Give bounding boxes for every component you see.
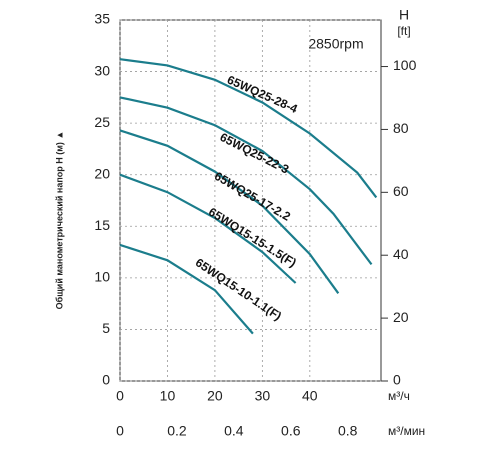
x-label: м³/ч — [388, 389, 410, 403]
x2-tick-label: 0.2 — [167, 423, 187, 439]
x-tick-label: 30 — [255, 388, 271, 404]
y2-tick-label: 80 — [393, 120, 409, 136]
y2-tick-label: 20 — [393, 309, 409, 325]
x2-label: м³/мин — [388, 424, 425, 438]
y2-unit: [ft] — [397, 24, 410, 38]
x-tick-label: 40 — [302, 388, 318, 404]
y2-tick-label: 40 — [393, 246, 409, 262]
curve — [119, 243, 254, 335]
x2-tick-label: 0 — [116, 423, 124, 439]
y-tick-label: 15 — [94, 217, 110, 233]
annotation: 2850rpm — [308, 36, 363, 52]
curve-label: 65WQ25-22-3 — [218, 130, 292, 177]
y-tick-label: 20 — [94, 165, 110, 181]
y-tick-label: 35 — [94, 11, 110, 27]
y2-tick-label: 60 — [393, 183, 409, 199]
x-tick-label: 10 — [160, 388, 176, 404]
y2-tick-label: 0 — [393, 372, 401, 388]
y-tick-label: 5 — [102, 320, 110, 336]
y2-tick-label: 100 — [393, 57, 417, 73]
curve — [119, 58, 378, 199]
x2-tick-label: 0.4 — [224, 423, 244, 439]
x2-tick-label: 0.8 — [338, 423, 358, 439]
curve-label: 65WQ25-28-4 — [225, 73, 300, 117]
y-label: Общий манометрический напор H (м) ▲ — [54, 131, 64, 310]
x-tick-label: 0 — [116, 388, 124, 404]
y-tick-label: 30 — [94, 62, 110, 78]
x2-tick-label: 0.6 — [281, 423, 301, 439]
curve — [119, 173, 297, 284]
curve — [119, 96, 373, 266]
y-tick-label: 0 — [102, 372, 110, 388]
curve-label: 65WQ15-10-1.1(F) — [193, 255, 284, 323]
y2-label: H — [399, 7, 409, 23]
y-tick-label: 25 — [94, 114, 110, 130]
curve — [119, 129, 340, 294]
y-tick-label: 10 — [94, 269, 110, 285]
x-tick-label: 20 — [207, 388, 223, 404]
